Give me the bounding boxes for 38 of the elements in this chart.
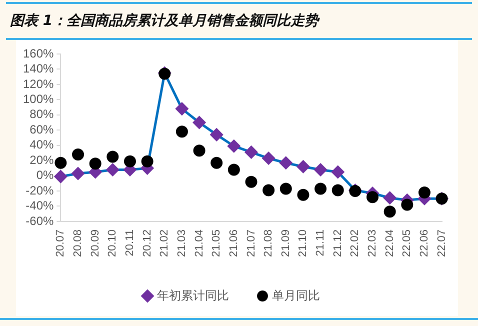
x-tick-label: 21.09 xyxy=(280,229,292,258)
y-tick-label: 20% xyxy=(30,152,54,167)
y-tick-label: -20% xyxy=(26,183,54,198)
x-tick-label: 22.03 xyxy=(366,229,379,258)
x-tick-label: 20.12 xyxy=(141,229,154,258)
legend-label: 单月同比 xyxy=(272,288,320,302)
y-tick-label: 120% xyxy=(22,76,54,91)
x-tick-label: 22.06 xyxy=(418,229,431,258)
x-tick-label: 21.05 xyxy=(210,229,223,258)
y-tick-label: 0% xyxy=(36,168,54,182)
x-tick-label: 21.06 xyxy=(228,229,240,258)
y-tick-label: 60% xyxy=(30,122,54,136)
x-tick-label: 21.12 xyxy=(332,229,344,258)
y-tick-label: 100% xyxy=(22,92,54,106)
y-tick-label: 40% xyxy=(30,138,54,152)
chart-title: 图表 1：全国商品房累计及单月销售金额同比走势 xyxy=(6,4,472,38)
y-tick-label: 160% xyxy=(22,46,54,60)
y-tick-label: 80% xyxy=(30,107,54,122)
x-tick-label: 22.07 xyxy=(436,229,448,258)
y-tick-label: -60% xyxy=(26,214,54,228)
x-tick-label: 20.07 xyxy=(54,229,67,258)
x-tick-label: 21.04 xyxy=(193,229,206,258)
x-tick-label: 20.09 xyxy=(89,229,102,258)
x-tick-label: 20.08 xyxy=(72,229,84,258)
x-tick-label: 21.02 xyxy=(158,229,171,258)
x-tick-label: 21.07 xyxy=(245,229,258,258)
x-tick-label: 20.11 xyxy=(124,229,136,256)
x-tick-label: 22.04 xyxy=(384,229,396,258)
x-tick-label: 21.11 xyxy=(314,229,327,256)
x-tick-label: 21.10 xyxy=(297,229,310,258)
legend-label: 年初累计同比 xyxy=(157,288,229,302)
x-tick-label: 21.03 xyxy=(176,229,188,258)
y-tick-label: -40% xyxy=(26,198,54,213)
x-tick-label: 21.08 xyxy=(262,229,275,258)
x-tick-label: 20.10 xyxy=(106,229,119,258)
x-tick-label: 22.02 xyxy=(349,229,362,258)
x-tick-label: 22.05 xyxy=(401,229,414,258)
y-tick-label: 140% xyxy=(22,62,54,76)
